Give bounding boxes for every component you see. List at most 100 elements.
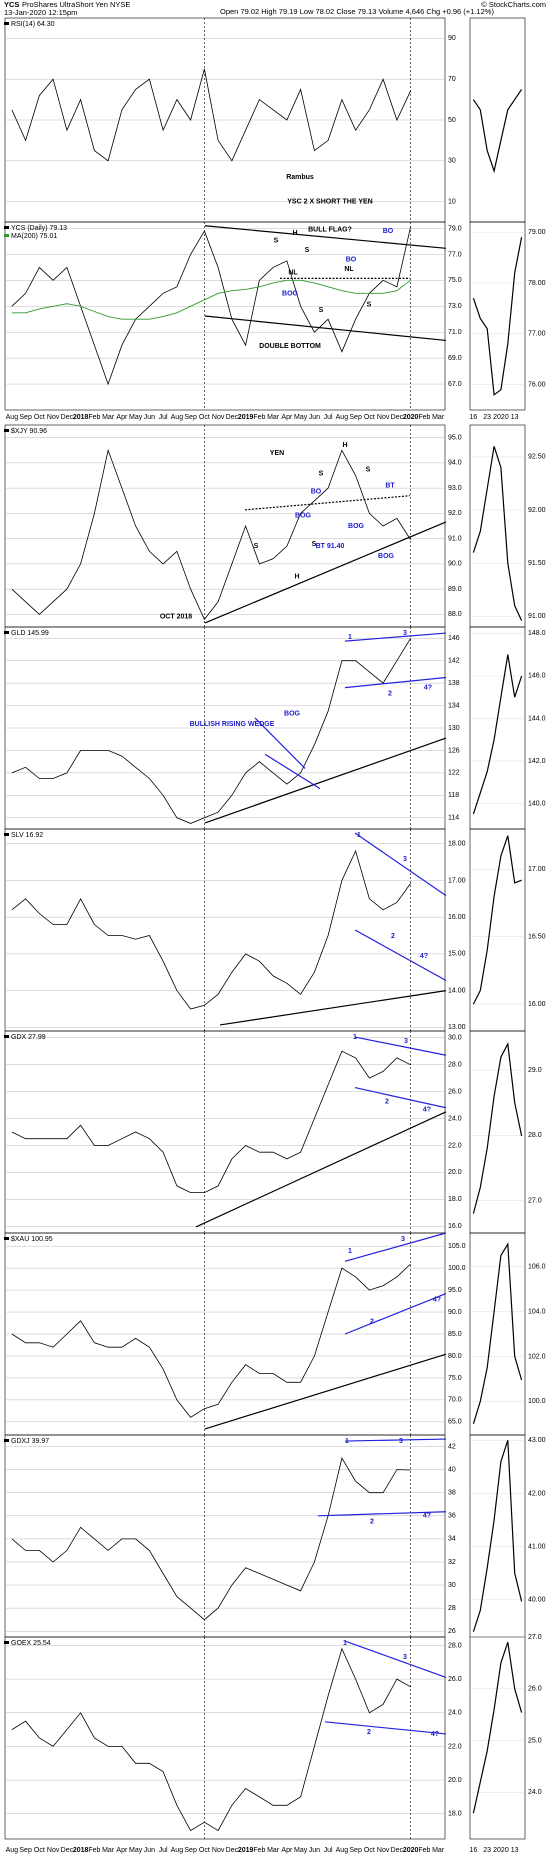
mini-frame (469, 1232, 526, 1436)
x-tick-label: Apr (281, 1847, 293, 1854)
trend-line (204, 315, 447, 342)
annotation: NL (288, 270, 298, 277)
x-tick-label: 2018 (73, 414, 89, 421)
annotation: S (254, 543, 259, 550)
y-tick-label: 20.0 (448, 1169, 462, 1176)
y-tick-label: 16.00 (448, 914, 466, 921)
trend-line (195, 1111, 447, 1228)
annotation: S (312, 541, 317, 548)
trend-line (354, 929, 447, 982)
y-tick-label: 93.0 (448, 485, 462, 492)
x-tick-label: Nov (377, 414, 390, 421)
y-tick-label: 15.00 (448, 951, 466, 958)
annotation: 2 (370, 1319, 374, 1326)
x-tick-label: Aug (6, 414, 19, 421)
x-tick-label: Nov (47, 414, 60, 421)
y-tick-label: 95.0 (448, 1287, 462, 1294)
y-tick-label: 134 (448, 702, 460, 709)
annotation: YSC 2 X SHORT THE YEN (287, 198, 372, 205)
legend-label: MA(200) 75.01 (11, 233, 57, 240)
legend-label: GDXJ 39.97 (11, 1438, 49, 1445)
panel-frame (4, 221, 446, 411)
annotation: 3 (401, 1236, 405, 1243)
y-tick-label: 77.0 (448, 251, 462, 258)
x-tick-label: Oct (364, 1847, 375, 1854)
mini-y-tick-label: 92.00 (528, 507, 546, 514)
annotation: 2 (388, 691, 392, 698)
trend-line (344, 632, 447, 642)
legend-swatch (4, 1035, 9, 1038)
x-tick-label: Jun (144, 1847, 155, 1854)
annotation: 2 (370, 1519, 374, 1526)
y-tick-label: 130 (448, 725, 460, 732)
mini-y-tick-label: 79.00 (528, 229, 546, 236)
x-tick-label: Aug (6, 1847, 19, 1854)
mini-y-tick-label: 148.0 (528, 630, 546, 637)
mini-y-tick-label: 16.50 (528, 934, 546, 941)
trend-line (204, 521, 447, 624)
annotation: 3 (403, 1654, 407, 1661)
x-tick-label: Jul (159, 1847, 168, 1854)
panel-frame (4, 1434, 446, 1638)
y-tick-label: 94.0 (448, 460, 462, 467)
y-tick-label: 24.0 (448, 1115, 462, 1122)
y-tick-label: 146 (448, 635, 460, 642)
annotation: BOG (284, 711, 301, 718)
panel-frame (4, 1030, 446, 1234)
mini-y-tick-label: 41.00 (528, 1543, 546, 1550)
annotation: 2 (391, 933, 395, 940)
price-line (11, 1457, 411, 1621)
annotation: S (319, 470, 324, 477)
y-tick-label: 118 (448, 792, 459, 799)
trend-line (354, 1086, 447, 1109)
annotation: 1 (343, 1640, 347, 1647)
trend-line (244, 495, 411, 511)
legend-label: GOEX 25.54 (11, 1640, 51, 1647)
x-tick-label: Apr (281, 414, 293, 421)
y-tick-label: 28.0 (448, 1642, 462, 1649)
mini-y-tick-label: 16.00 (528, 1001, 546, 1008)
y-tick-label: 14.00 (448, 987, 466, 994)
y-tick-label: 126 (448, 747, 460, 754)
x-tick-label: Oct (199, 414, 210, 421)
mini-frame (469, 1636, 526, 1840)
x-tick-label: Jun (309, 414, 320, 421)
x-tick-label: Apr (116, 1847, 128, 1854)
annotation: S (319, 307, 324, 314)
x-tick-label: Sep (184, 414, 197, 421)
trend-line (204, 1353, 447, 1430)
source: © StockCharts.com (481, 0, 546, 9)
y-tick-label: 71.0 (448, 329, 462, 336)
y-tick-label: 75.0 (448, 1375, 462, 1382)
annotation: 4? (424, 684, 432, 691)
x-tick-label: Sep (19, 414, 32, 421)
mini-y-tick-label: 40.00 (528, 1597, 546, 1604)
annotation: H (342, 442, 347, 449)
mini-price-line (472, 1042, 523, 1214)
annotation: BULL FLAG? (308, 226, 352, 233)
x-tick-label: Dec (226, 414, 239, 421)
legend-swatch (4, 226, 9, 229)
trend-line (219, 990, 447, 1026)
y-tick-label: 65.0 (448, 1419, 462, 1426)
y-tick-label: 18.0 (448, 1196, 462, 1203)
x-tick-label: Nov (47, 1847, 60, 1854)
trend-line (324, 1721, 447, 1735)
x-tick-label: Jul (159, 414, 168, 421)
y-tick-label: 22.0 (448, 1142, 462, 1149)
y-tick-label: 30 (448, 158, 456, 165)
x-tick-label: 2020 (403, 414, 419, 421)
x-tick-label: May (294, 414, 308, 421)
trend-line (344, 1640, 447, 1678)
mini-y-tick-label: 43.00 (528, 1437, 546, 1444)
y-tick-label: 70.0 (448, 1397, 462, 1404)
legend-swatch (4, 234, 9, 237)
mini-x-tick-label: 16 (470, 1847, 478, 1854)
mini-frame (469, 221, 526, 411)
y-tick-label: 89.0 (448, 586, 462, 593)
y-tick-label: 91.0 (448, 535, 462, 542)
mini-frame (469, 1030, 526, 1234)
annotation: BOG (295, 513, 312, 520)
annotation: BT (385, 482, 395, 489)
x-tick-label: Aug (171, 1847, 184, 1854)
